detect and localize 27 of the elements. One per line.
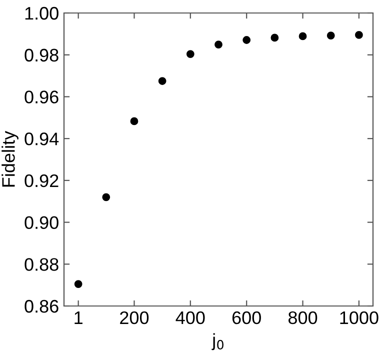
y-tick-label: 0.90 — [24, 216, 58, 230]
y-tick-label: 0.94 — [24, 132, 59, 146]
point — [326, 32, 335, 40]
point — [270, 34, 279, 42]
x-tick-label: 1 — [74, 312, 82, 324]
point — [74, 280, 82, 288]
x-tick-label: 400 — [176, 311, 205, 324]
x-tick-label: 800 — [288, 311, 318, 324]
point — [242, 36, 251, 44]
y-tick-label: 0.86 — [24, 300, 58, 313]
y-tick-label: 0.96 — [24, 90, 58, 104]
y-axis-title: Fidelity — [2, 130, 18, 187]
y-tick-label: 0.88 — [24, 258, 58, 271]
point — [158, 77, 166, 85]
point — [130, 117, 138, 126]
point — [355, 31, 363, 39]
x-tick-label: 1000 — [340, 311, 378, 324]
x-tick-label: 200 — [120, 311, 149, 324]
x-axis-title: j$_{0}$ — [212, 333, 224, 350]
x-tick-label: 600 — [232, 311, 261, 324]
point — [186, 50, 194, 58]
y-tick-label: 0.98 — [24, 48, 58, 62]
y-tick-label: 0.92 — [24, 174, 58, 188]
point — [102, 193, 110, 202]
y-tick-label: 1.00 — [25, 6, 58, 20]
point — [214, 40, 222, 49]
point — [298, 32, 307, 40]
